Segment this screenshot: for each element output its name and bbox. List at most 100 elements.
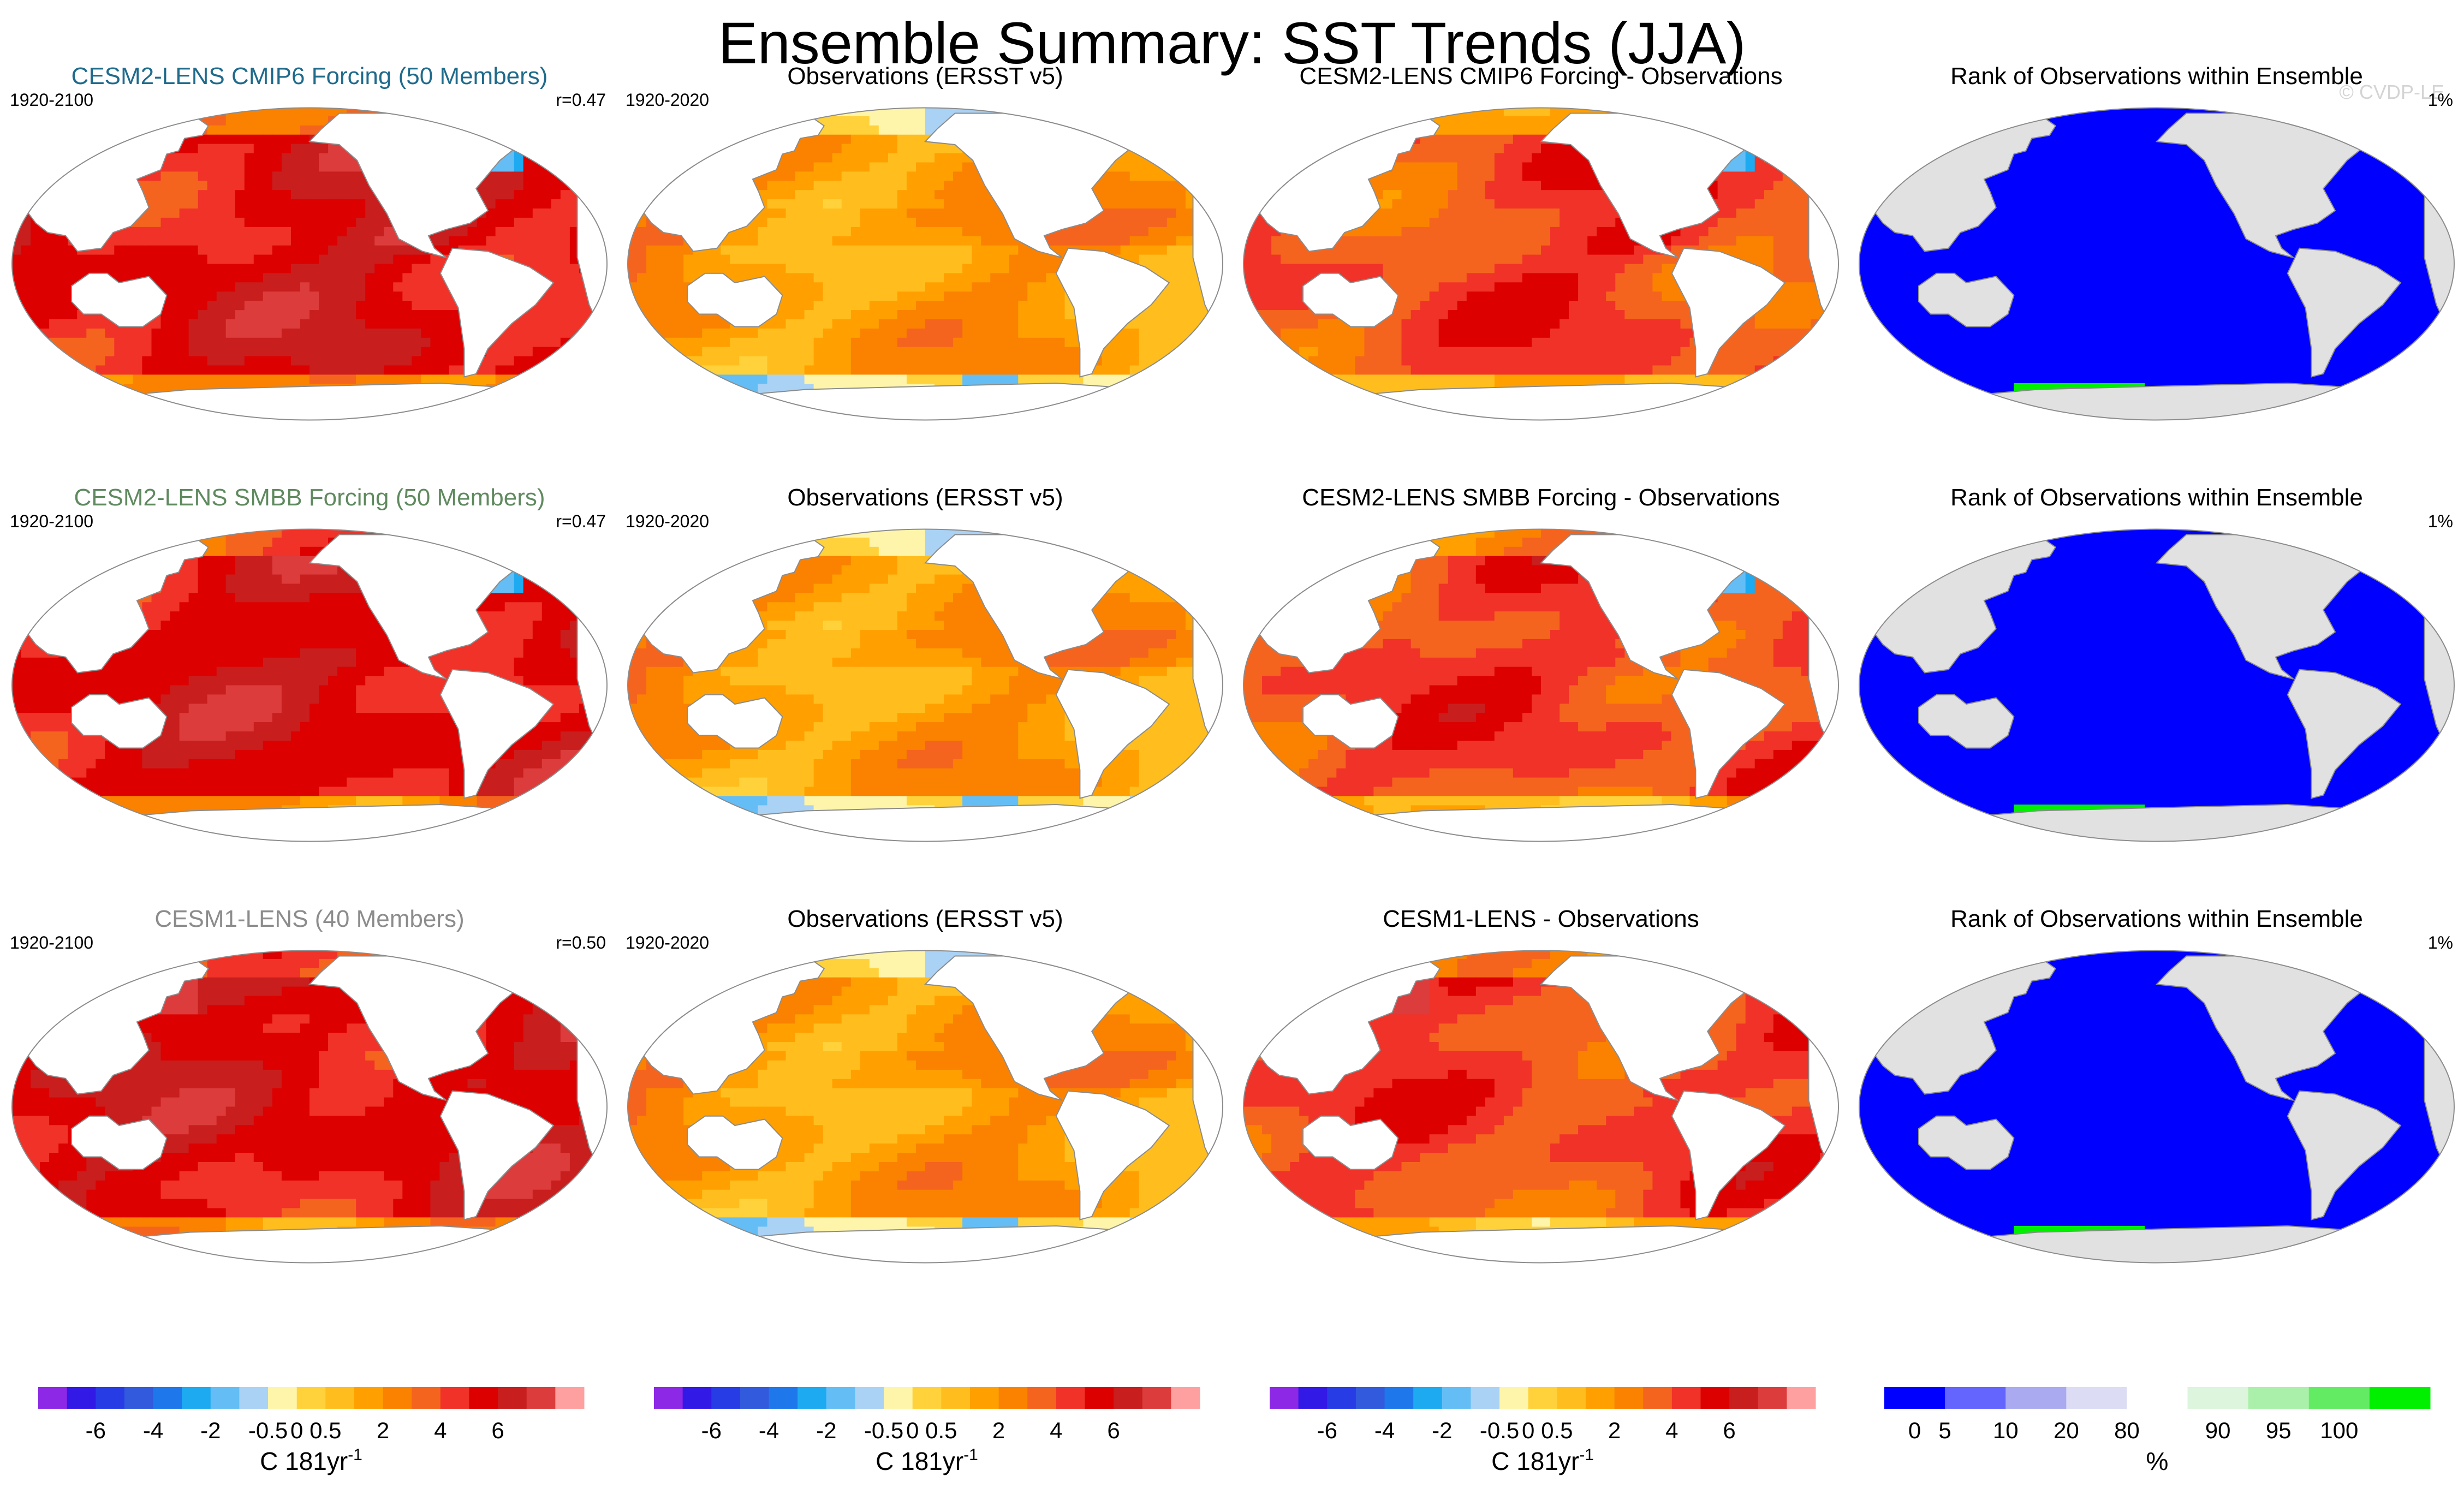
colorbar-swatch	[998, 1387, 1028, 1409]
colorbar-swatch	[124, 1387, 154, 1409]
colorbars: -6 -4 -2 -0.5 0 0.5 2 4 6C 181yr-1-6 -4 -2 -0.5 0 0.5…	[38, 1387, 2431, 1475]
colorbar-swatch	[296, 1387, 326, 1409]
colorbar-swatch	[383, 1387, 412, 1409]
colorbar-swatch	[555, 1387, 585, 1409]
panel-title: Rank of Observations within Ensemble	[1950, 906, 2363, 932]
colorbar-swatch	[1270, 1387, 1299, 1409]
colorbar-swatch	[498, 1387, 527, 1409]
colorbar-tick-label: 0.5	[925, 1417, 957, 1443]
colorbar-swatch	[1027, 1387, 1057, 1409]
panel-model-r2: CESM2-LENS SMBB Forcing (50 Members)1920…	[10, 484, 608, 842]
colorbar-tick-label: 10	[1993, 1417, 2019, 1443]
colorbar-swatch	[268, 1387, 297, 1409]
colorbar-swatch	[912, 1387, 942, 1409]
colorbar-swatch	[1327, 1387, 1356, 1409]
colorbar-tick-label: -4	[1374, 1417, 1395, 1443]
panel-rank-r3: Rank of Observations within Ensemble 1%	[1859, 906, 2455, 1264]
rank-percent-label: 1%	[2428, 90, 2453, 110]
colorbar-swatch	[2187, 1387, 2249, 1409]
colorbar-tick-label: -2	[816, 1417, 836, 1443]
colorbar-tick-label: -0.5	[1480, 1417, 1519, 1443]
colorbar-swatch	[769, 1387, 798, 1409]
colorbar-swatch	[1298, 1387, 1328, 1409]
colorbar-swatch	[2127, 1387, 2188, 1409]
colorbar-tick-label: 100	[2320, 1417, 2358, 1443]
period-label: 1920-2020	[626, 90, 709, 110]
pattern-correlation-label: r=0.50	[556, 933, 606, 952]
colorbar-swatch	[884, 1387, 913, 1409]
colorbar-swatch	[1700, 1387, 1730, 1409]
colorbar-tick-label: 2	[992, 1417, 1005, 1443]
colorbar-swatch	[941, 1387, 971, 1409]
colorbar-swatch	[153, 1387, 182, 1409]
colorbar-tick-label: 4	[1665, 1417, 1678, 1443]
colorbar-swatch	[210, 1387, 240, 1409]
colorbar-swatch	[1114, 1387, 1143, 1409]
panel-title: Rank of Observations within Ensemble	[1950, 484, 2363, 511]
rank-percent-label: 1%	[2428, 511, 2453, 531]
copyright-label: © CVDP-LE	[2339, 81, 2444, 103]
colorbar-swatch	[1758, 1387, 1787, 1409]
colorbar-swatch	[1171, 1387, 1200, 1409]
colorbar-swatch	[1442, 1387, 1471, 1409]
colorbar-tick-label: 95	[2266, 1417, 2292, 1443]
colorbar-tick-label: 80	[2114, 1417, 2140, 1443]
colorbar-swatch	[469, 1387, 498, 1409]
colorbar-tick-label: -0.5	[248, 1417, 288, 1443]
trend-colorbar: -6 -4 -2 -0.5 0 0.5 2 4 6 C 181yr-1	[38, 1387, 585, 1475]
panel-title: Observations (ERSST v5)	[787, 906, 1063, 932]
colorbar-tick-label: -6	[701, 1417, 722, 1443]
rank-percent-label: 1%	[2428, 933, 2453, 952]
colorbar-tick-label: -0.5	[864, 1417, 903, 1443]
colorbar-tick-label: 0	[906, 1417, 919, 1443]
colorbar-tick-label: 0	[1908, 1417, 1921, 1443]
panel-title: CESM2-LENS CMIP6 Forcing - Observations	[1299, 63, 1782, 90]
trend-colorbar: -6 -4 -2 -0.5 0 0.5 2 4 6 C 181yr-1	[1270, 1387, 1816, 1475]
colorbar-swatch	[2369, 1387, 2431, 1409]
colorbar-tick-label: 6	[491, 1417, 504, 1443]
colorbar-swatch	[354, 1387, 384, 1409]
colorbar-unit-label: %	[2146, 1447, 2169, 1475]
colorbar-swatch	[969, 1387, 999, 1409]
colorbar-swatch	[1471, 1387, 1500, 1409]
colorbar-tick-label: 6	[1107, 1417, 1120, 1443]
pattern-correlation-label: r=0.47	[556, 511, 606, 531]
colorbar-tick-label: -2	[1432, 1417, 1452, 1443]
panel-model-r1: CESM2-LENS CMIP6 Forcing (50 Members)192…	[10, 63, 608, 421]
colorbar-swatch	[325, 1387, 355, 1409]
colorbar-tick-label: 5	[1938, 1417, 1951, 1443]
colorbar-swatch	[1557, 1387, 1586, 1409]
pattern-correlation-label: r=0.47	[556, 90, 606, 110]
panel-title: Rank of Observations within Ensemble	[1950, 63, 2363, 90]
colorbar-swatch	[682, 1387, 712, 1409]
colorbar-tick-label: -6	[1317, 1417, 1337, 1443]
colorbar-swatch	[1056, 1387, 1085, 1409]
period-label: 1920-2100	[10, 90, 93, 110]
colorbar-swatch	[826, 1387, 855, 1409]
panel-obs-r3: Observations (ERSST v5) 1920-2020	[626, 906, 1223, 1264]
panel-diff-r1: CESM2-LENS CMIP6 Forcing - Observations	[1243, 63, 1839, 421]
colorbar-tick-label: 0.5	[310, 1417, 341, 1443]
colorbar-tick-label: 0	[290, 1417, 303, 1443]
panel-rank-r2: Rank of Observations within Ensemble 1%	[1859, 484, 2455, 842]
colorbar-swatch	[740, 1387, 770, 1409]
colorbar-swatch	[182, 1387, 211, 1409]
colorbar-swatch	[1384, 1387, 1414, 1409]
colorbar-swatch	[1499, 1387, 1529, 1409]
colorbar-tick-label: -4	[143, 1417, 163, 1443]
panel-rank-r1: Rank of Observations within Ensemble 1%	[1859, 63, 2455, 421]
colorbar-swatch	[67, 1387, 96, 1409]
colorbar-tick-label: 90	[2205, 1417, 2231, 1443]
colorbar-swatch	[797, 1387, 827, 1409]
colorbar-swatch	[711, 1387, 741, 1409]
panel-diff-r3: CESM1-LENS - Observations	[1243, 906, 1839, 1264]
colorbar-swatch	[855, 1387, 884, 1409]
colorbar-unit-label: C 181yr-1	[876, 1446, 978, 1475]
panel-obs-r2: Observations (ERSST v5) 1920-2020	[626, 484, 1223, 842]
colorbar-swatch	[526, 1387, 556, 1409]
colorbar-swatch	[1085, 1387, 1114, 1409]
colorbar-swatch	[1142, 1387, 1171, 1409]
panel-title: Observations (ERSST v5)	[787, 484, 1063, 511]
colorbar-swatch	[1355, 1387, 1385, 1409]
